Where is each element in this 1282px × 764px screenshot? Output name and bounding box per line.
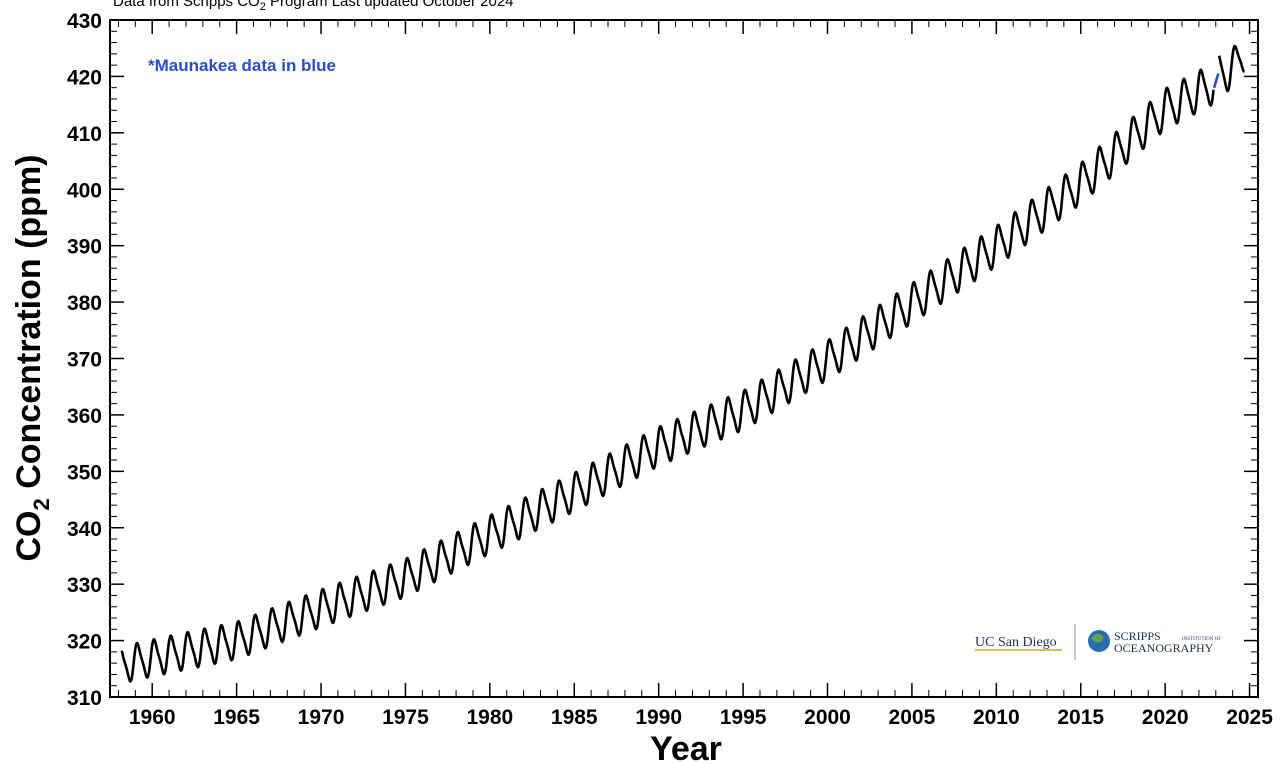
x-tick-label: 1965 xyxy=(213,706,260,729)
subtitle-suffix: Program Last updated October 2024 xyxy=(266,0,514,10)
y-tick-label: 350 xyxy=(67,461,102,484)
scripps-logo-small: INSTITUTION OF xyxy=(1182,637,1221,642)
maunakea-note: *Maunakea data in blue xyxy=(148,56,336,75)
tick-marks xyxy=(110,19,1258,698)
x-tick-label: 2005 xyxy=(889,706,936,729)
series-line-0 xyxy=(120,68,1215,683)
y-title-prefix: CO xyxy=(10,511,48,562)
y-tick-labels: 310 320 330 340 350 360 370 380 390 400 410 420 430 xyxy=(67,10,102,710)
y-tick-label: 310 xyxy=(67,687,102,710)
ucsd-logo: UC San Diego xyxy=(975,635,1057,650)
x-tick-label: 2020 xyxy=(1142,706,1189,729)
x-tick-label: 2025 xyxy=(1226,706,1273,729)
x-tick-label: 1995 xyxy=(720,706,767,729)
y-axis-title: CO2 Concentration (ppm) xyxy=(10,154,54,561)
x-tick-label: 1960 xyxy=(129,706,176,729)
x-tick-label: 1975 xyxy=(382,706,429,729)
y-title-sub: 2 xyxy=(29,498,54,510)
y-tick-label: 410 xyxy=(67,123,102,146)
chart-subtitle: Data from Scripps CO2 Program Last updat… xyxy=(113,0,514,13)
y-tick-label: 360 xyxy=(67,405,102,428)
x-tick-label: 2015 xyxy=(1057,706,1104,729)
y-tick-label: 370 xyxy=(67,349,102,372)
x-tick-label: 1990 xyxy=(635,706,682,729)
y-tick-label: 420 xyxy=(67,66,102,89)
scripps-globe-land xyxy=(1091,633,1104,643)
logos: UC San Diego SCRIPPS INSTITUTION OF OCEA… xyxy=(975,624,1221,660)
plot-frame xyxy=(109,19,1259,698)
y-tick-label: 400 xyxy=(67,179,102,202)
x-tick-labels: 1960 1965 1970 1975 1980 1985 1990 1995 2000 2005… xyxy=(129,706,1273,729)
y-tick-label: 430 xyxy=(67,10,102,33)
series-line-1 xyxy=(1212,73,1220,89)
x-tick-label: 2000 xyxy=(804,706,851,729)
x-axis-title: Year xyxy=(650,730,722,764)
y-tick-label: 390 xyxy=(67,236,102,259)
y-title-suffix: Concentration (ppm) xyxy=(10,154,48,498)
y-tick-label: 330 xyxy=(67,574,102,597)
scripps-logo-subtext: OCEANOGRAPHY xyxy=(1114,641,1214,655)
x-tick-label: 1985 xyxy=(551,706,598,729)
subtitle-prefix: Data from Scripps CO xyxy=(113,0,260,10)
y-tick-label: 320 xyxy=(67,631,102,654)
y-tick-label: 380 xyxy=(67,292,102,315)
subtitle-sub: 2 xyxy=(260,1,266,13)
x-tick-label: 1970 xyxy=(298,706,345,729)
scripps-logo-text: SCRIPPS xyxy=(1114,629,1161,643)
x-tick-label: 1980 xyxy=(466,706,513,729)
y-tick-label: 340 xyxy=(67,518,102,541)
series-lines xyxy=(120,44,1246,683)
x-tick-label: 2010 xyxy=(973,706,1020,729)
series-line-2 xyxy=(1217,44,1246,93)
